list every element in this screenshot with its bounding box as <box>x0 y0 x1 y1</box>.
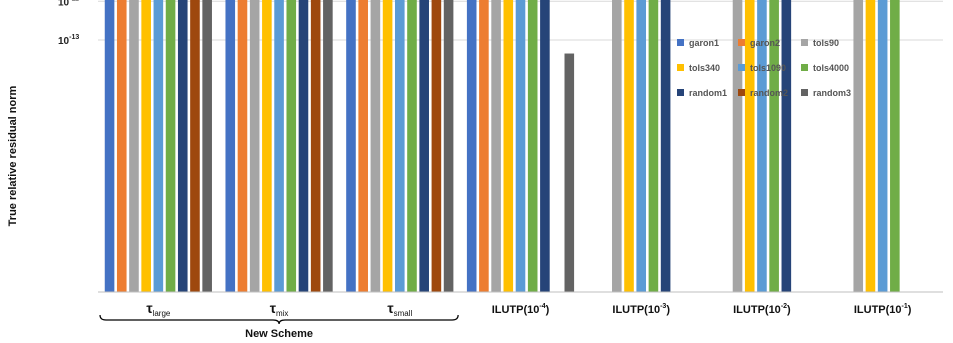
bar-tols4000 <box>165 0 176 292</box>
bar-random2 <box>310 0 321 292</box>
bar-tols4000 <box>648 0 659 292</box>
bar-tols1090 <box>515 0 526 292</box>
bar-garon1 <box>225 0 236 292</box>
y-tick-label: 10-13 <box>58 34 79 47</box>
bar-tols1090 <box>877 0 888 293</box>
legend-label-tols90: tols90 <box>813 38 839 48</box>
bar-random3 <box>443 0 454 292</box>
legend-label-garon1: garon1 <box>689 38 719 48</box>
bar-random1 <box>781 0 792 293</box>
bar-garon2 <box>116 0 127 292</box>
bar-random1 <box>298 0 309 292</box>
new-scheme-bracket: New Scheme <box>99 314 459 340</box>
bracket-label: New Scheme <box>245 328 313 340</box>
bar-tols4000 <box>286 0 297 292</box>
bracket-shape <box>99 314 459 325</box>
legend-label-tols340: tols340 <box>689 63 720 73</box>
legend-label-tols1090: tols1090 <box>750 63 786 73</box>
bar-tols90 <box>612 0 622 293</box>
legend-swatch-random2 <box>738 89 745 96</box>
legend-label-random3: random3 <box>813 88 851 98</box>
legend-swatch-tols1090 <box>738 64 745 71</box>
bar-tols90 <box>129 0 139 293</box>
legend: garon1 garon2 tols90 tols340 tols1090 tols400… <box>677 38 851 98</box>
bar-tols340 <box>624 0 634 293</box>
legend-swatch-tols4000 <box>801 64 808 71</box>
legend-swatch-random1 <box>677 89 684 96</box>
bar-tols1090 <box>394 0 405 292</box>
bar-tols90 <box>491 0 501 292</box>
bar-random2 <box>431 0 442 292</box>
bar-random1 <box>419 0 429 292</box>
legend-label-random1: random1 <box>689 88 727 98</box>
bar-tols4000 <box>527 0 538 292</box>
bar-garon2 <box>237 0 248 293</box>
bar-tols90 <box>249 0 260 292</box>
legend-swatch-random3 <box>801 89 808 96</box>
bar-garon1 <box>466 0 477 293</box>
x-category-label: ILUTP(10-4) <box>492 303 550 316</box>
bar-tols340 <box>262 0 272 292</box>
bar-tols4000 <box>769 0 779 292</box>
bar-tols1090 <box>153 0 164 292</box>
legend-label-garon2: garon2 <box>750 38 780 48</box>
x-category-label: τsmall <box>387 300 412 318</box>
y-axis-label: True relative residual norm <box>7 85 19 226</box>
legend-swatch-tols90 <box>801 39 808 46</box>
legend-swatch-tols340 <box>677 64 684 71</box>
y-tick-label: 10-11 <box>58 0 79 8</box>
bar-garon2 <box>358 0 368 293</box>
bar-tols340 <box>141 0 151 293</box>
bar-tols340 <box>503 0 514 293</box>
legend-label-random2: random2 <box>750 88 788 98</box>
bar-tols1090 <box>636 0 647 293</box>
bar-random3 <box>564 53 575 292</box>
legend-swatch-garon1 <box>677 39 684 46</box>
x-axis-categories: τlarge τmix τsmall ILUTP(10-4) ILUTP(10-3) IL… <box>146 300 911 318</box>
x-category-label: ILUTP(10-3) <box>612 303 670 316</box>
bar-tols90 <box>853 0 864 292</box>
bar-tols340 <box>744 0 755 292</box>
bar-garon2 <box>479 0 489 292</box>
bar-tols1090 <box>757 0 767 293</box>
bar-tols1090 <box>274 0 284 292</box>
x-category-label: ILUTP(10-1) <box>854 303 912 316</box>
bar-tols4000 <box>407 0 417 292</box>
bar-tols90 <box>370 0 381 292</box>
bar-tols340 <box>382 0 393 292</box>
bar-tols90 <box>732 0 743 292</box>
bars <box>104 0 900 293</box>
bar-random2 <box>190 0 200 292</box>
bar-tols340 <box>865 0 876 293</box>
bar-random1 <box>177 0 188 292</box>
bar-random3 <box>323 0 333 293</box>
x-category-label: τmix <box>270 300 289 318</box>
legend-label-tols4000: tols4000 <box>813 63 849 73</box>
x-category-label: ILUTP(10-2) <box>733 303 791 316</box>
legend-swatch-garon2 <box>738 39 745 46</box>
bar-random1 <box>660 0 671 292</box>
bar-random3 <box>202 0 212 293</box>
bar-garon1 <box>346 0 356 293</box>
x-category-label: τlarge <box>146 300 171 318</box>
bar-garon1 <box>104 0 115 293</box>
bar-random1 <box>540 0 550 292</box>
bar-tols4000 <box>890 0 900 292</box>
